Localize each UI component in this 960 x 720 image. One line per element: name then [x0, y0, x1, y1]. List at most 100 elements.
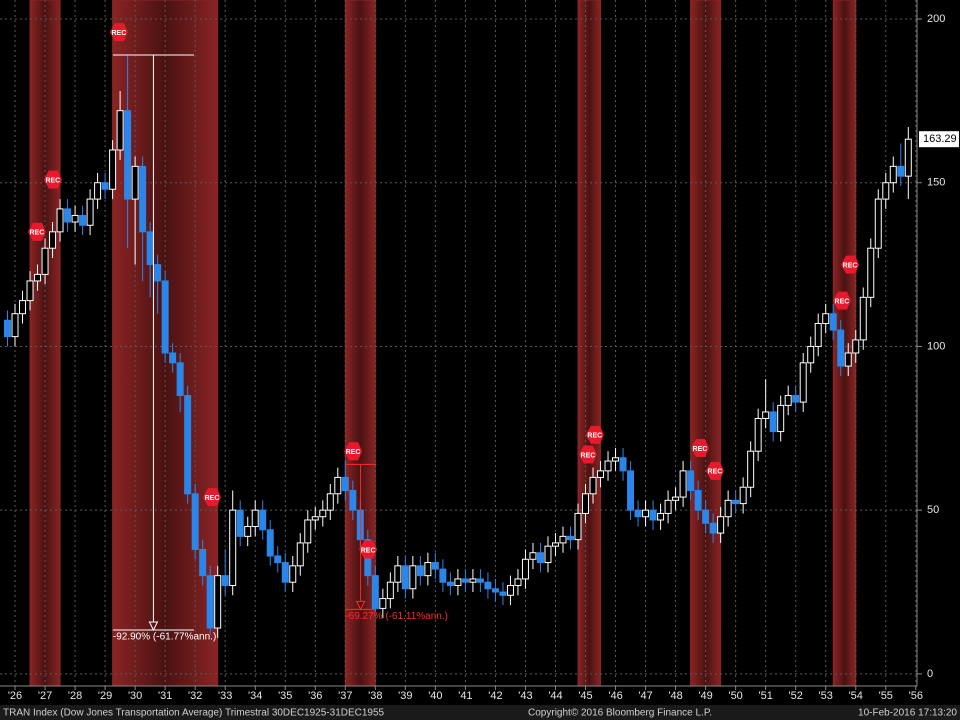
candle-body [777, 404, 785, 433]
candle-body [807, 345, 815, 364]
candle-body [536, 552, 544, 564]
candle-body [529, 552, 537, 560]
candle-body [634, 509, 642, 518]
recession-band [29, 0, 61, 687]
candle-body [116, 110, 124, 151]
candle-body [41, 247, 49, 275]
candle-body [829, 313, 837, 331]
candle-body [754, 417, 762, 452]
rec-marker [359, 540, 378, 559]
x-tick-label: '40 [428, 690, 442, 702]
rec-marker [344, 442, 363, 461]
rec-marker [841, 255, 860, 274]
recession-band [577, 0, 602, 687]
candle-body [799, 362, 807, 403]
candle-body [94, 182, 102, 200]
candle-body [349, 490, 357, 511]
rec-marker-label: REC [205, 495, 220, 502]
candle-body [461, 578, 469, 583]
candle-body [289, 565, 297, 583]
x-tick-label: '32 [188, 690, 202, 702]
candle-body [792, 395, 800, 403]
candle-body [559, 535, 567, 544]
y-tick-label: 200 [927, 13, 945, 25]
candle-body [784, 395, 792, 406]
rec-marker-label: REC [112, 30, 127, 37]
candle-body [416, 565, 424, 577]
candle-body [326, 493, 334, 511]
candle-body [762, 411, 770, 419]
candle-body [897, 165, 905, 177]
rec-marker-label: REC [361, 547, 376, 554]
candle-body [612, 457, 620, 462]
candle-body [154, 264, 162, 282]
candle-body [221, 575, 229, 586]
candle-body [852, 339, 860, 354]
candle-body [867, 247, 875, 298]
candle-body [551, 542, 559, 547]
candle-body [401, 565, 409, 590]
rec-marker-label: REC [587, 433, 602, 440]
candle-body [709, 522, 717, 534]
x-tick-label: '39 [398, 690, 412, 702]
candle-body [769, 411, 777, 433]
candle-body [499, 591, 507, 596]
rec-marker [832, 291, 851, 310]
recession-band [690, 0, 722, 687]
candle-body [281, 562, 289, 583]
drawdown-arrowhead [355, 600, 366, 611]
x-tick-label: '30 [128, 690, 142, 702]
candle-body [409, 565, 417, 590]
candle-body [619, 457, 627, 472]
candle-body [446, 581, 454, 586]
candle-body [266, 529, 274, 557]
candle-body [822, 313, 830, 325]
rec-marker [585, 425, 604, 444]
x-tick-label: '35 [278, 690, 292, 702]
candle-body [844, 352, 852, 367]
x-tick-label: '36 [308, 690, 322, 702]
x-tick-label: '27 [38, 690, 52, 702]
x-tick-label: '26 [8, 690, 22, 702]
footer-left: TRAN Index (Dow Jones Transportation Ave… [3, 708, 385, 719]
x-tick-label: '29 [98, 690, 112, 702]
candle-body [874, 198, 882, 249]
x-tick-label: '43 [518, 690, 532, 702]
x-tick-label: '56 [909, 690, 923, 702]
candle-body [469, 578, 477, 583]
x-tick-label: '38 [368, 690, 382, 702]
candle-body [694, 490, 702, 511]
candle-body [371, 575, 379, 609]
candle-body [394, 565, 402, 583]
candle-body [146, 231, 154, 266]
candle-body [199, 548, 207, 577]
x-tick-label: '33 [218, 690, 232, 702]
candle-body [664, 499, 672, 514]
x-tick-label: '47 [638, 690, 652, 702]
candle-body [544, 545, 552, 564]
candle-body [739, 486, 747, 505]
rec-marker [109, 23, 128, 42]
candle-body [649, 509, 657, 521]
x-tick-label: '52 [789, 690, 803, 702]
rec-marker-label: REC [30, 230, 45, 237]
candle-body [101, 182, 109, 190]
candle-body [476, 578, 484, 583]
candle-body [274, 555, 282, 564]
candle-body [904, 138, 912, 177]
x-tick-label: '54 [849, 690, 863, 702]
footer-center: Copyright© 2016 Bloomberg Finance L.P. [528, 708, 712, 719]
x-tick-label: '53 [819, 690, 833, 702]
y-tick-label: 0 [927, 668, 933, 680]
candle-body [837, 329, 845, 367]
x-tick-label: '42 [488, 690, 502, 702]
drawdown-label: -69.27% (-61.11%ann.) [345, 611, 448, 622]
candle-body [319, 509, 327, 518]
x-tick-label: '44 [548, 690, 562, 702]
x-tick-label: '51 [758, 690, 772, 702]
footer-right: 10-Feb-2016 17:13:20 [858, 708, 957, 719]
x-tick-label: '50 [728, 690, 742, 702]
candle-body [506, 584, 514, 596]
candle-body [386, 581, 394, 600]
